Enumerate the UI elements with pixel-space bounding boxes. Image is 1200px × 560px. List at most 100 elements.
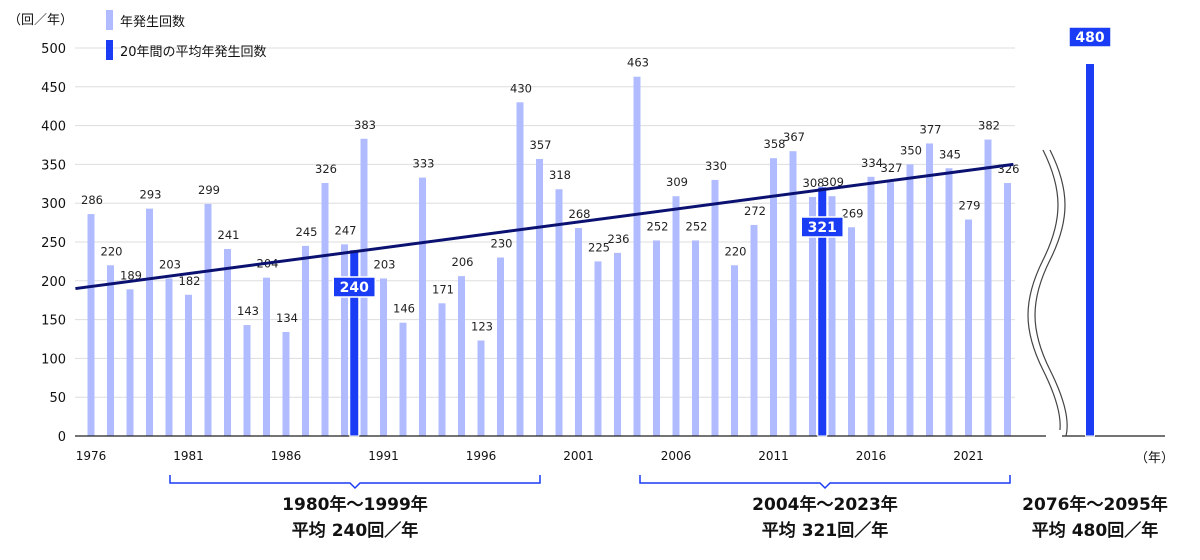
data-label: 268 <box>569 207 591 221</box>
y-tick-label: 150 <box>41 314 66 329</box>
bar-2004 <box>633 76 641 436</box>
bar-1995 <box>458 276 465 436</box>
data-label: 241 <box>218 228 240 242</box>
data-label: 358 <box>764 137 786 151</box>
y-axis-unit: （回／年） <box>8 13 73 28</box>
data-label: 220 <box>101 244 123 258</box>
data-label: 146 <box>393 302 415 316</box>
x-tick-label: 1986 <box>271 449 302 463</box>
legend-swatch <box>106 10 113 30</box>
bar-1994 <box>438 303 446 436</box>
caption-average: 平均 321回／年 <box>761 521 889 541</box>
y-tick-label: 300 <box>41 197 66 212</box>
legend-label: 20年間の平均年発生回数 <box>120 45 267 60</box>
caption-average: 平均 480回／年 <box>1031 521 1159 541</box>
bar-1999 <box>536 158 543 436</box>
data-label: 245 <box>296 225 318 239</box>
data-label: 206 <box>452 255 474 269</box>
data-label: 203 <box>374 257 396 271</box>
x-tick-label: 1981 <box>173 449 204 463</box>
data-label: 143 <box>237 304 259 318</box>
bar-2003 <box>614 252 621 436</box>
data-label: 252 <box>647 219 669 233</box>
bar-1997 <box>497 257 504 436</box>
bar-2018 <box>906 164 914 436</box>
data-label: 430 <box>510 81 532 95</box>
data-label: 334 <box>861 156 883 170</box>
caption-average: 平均 240回／年 <box>291 521 419 541</box>
bar-2010 <box>750 224 758 436</box>
bar-2011 <box>770 158 777 436</box>
bar-2012 <box>789 151 797 436</box>
average-label-box <box>332 276 376 298</box>
x-tick-label: 1976 <box>76 449 107 463</box>
data-label: 357 <box>530 138 552 152</box>
y-tick-label: 100 <box>41 352 66 367</box>
data-label: 182 <box>179 274 201 288</box>
bar-2019 <box>926 143 933 436</box>
x-tick-label: 2021 <box>953 449 984 463</box>
data-label: 326 <box>315 162 337 176</box>
brace-1980-1999 <box>169 475 541 490</box>
data-label: 330 <box>705 159 727 173</box>
bar-2009 <box>731 265 738 436</box>
x-tick-label: 2011 <box>758 449 789 463</box>
data-label: 236 <box>608 232 630 246</box>
data-label: 252 <box>686 219 708 233</box>
average-label: 480 <box>1075 30 1104 46</box>
average-bar-1980年〜1999年 <box>349 249 360 437</box>
bar-2000 <box>555 189 563 436</box>
caption-period: 1980年〜1999年 <box>282 495 428 515</box>
y-tick-label: 450 <box>41 81 66 96</box>
data-label: 367 <box>783 130 805 144</box>
data-label: 272 <box>744 204 766 218</box>
bar-1977 <box>107 265 114 436</box>
x-tick-label: 2001 <box>563 449 594 463</box>
bar-2016 <box>867 176 875 437</box>
data-label: 463 <box>627 56 649 70</box>
y-tick-label: 0 <box>58 430 66 445</box>
data-label: 327 <box>881 161 903 175</box>
bar-2007 <box>692 240 699 436</box>
caption-1980-1999: 1980年〜1999年 平均 240回／年 <box>230 492 480 544</box>
bar-1987 <box>302 245 309 436</box>
bar-1986 <box>282 332 290 436</box>
bar-1993 <box>419 177 426 437</box>
bar-2001 <box>575 228 582 436</box>
caption-period: 2076年〜2095年 <box>1022 495 1168 515</box>
y-tick-label: 50 <box>49 391 66 406</box>
bar-1982 <box>204 203 212 436</box>
bar-2005 <box>653 240 660 436</box>
caption-2076-2095: 2076年〜2095年 平均 480回／年 <box>1000 492 1190 544</box>
data-label: 333 <box>413 157 435 171</box>
bar-1988 <box>321 183 329 436</box>
data-label: 293 <box>140 188 162 202</box>
legend-swatch <box>106 40 113 60</box>
data-label: 350 <box>900 143 922 157</box>
legend-label: 年発生回数 <box>120 15 185 30</box>
data-label: 279 <box>959 198 981 212</box>
bar-2022 <box>984 139 992 436</box>
bar-1976 <box>87 214 95 436</box>
bar-1989 <box>341 244 348 436</box>
bar-2006 <box>672 196 680 436</box>
bar-2021 <box>965 219 972 436</box>
data-label: 220 <box>725 244 747 258</box>
x-tick-label: 1996 <box>466 449 497 463</box>
bar-1981 <box>185 294 192 436</box>
bar-2002 <box>594 261 602 436</box>
bar-1978 <box>126 289 134 436</box>
bar-2008 <box>711 179 719 437</box>
y-tick-label: 250 <box>41 236 66 251</box>
data-label: 299 <box>198 183 220 197</box>
average-label: 240 <box>340 280 369 296</box>
data-label: 318 <box>549 168 571 182</box>
axis-break-gap <box>1046 430 1062 442</box>
data-label: 247 <box>335 223 357 237</box>
bar-2015 <box>848 227 855 436</box>
y-tick-label: 350 <box>41 158 66 173</box>
bar-1991 <box>380 278 387 436</box>
caption-2004-2023: 2004年〜2023年 平均 321回／年 <box>700 492 950 544</box>
